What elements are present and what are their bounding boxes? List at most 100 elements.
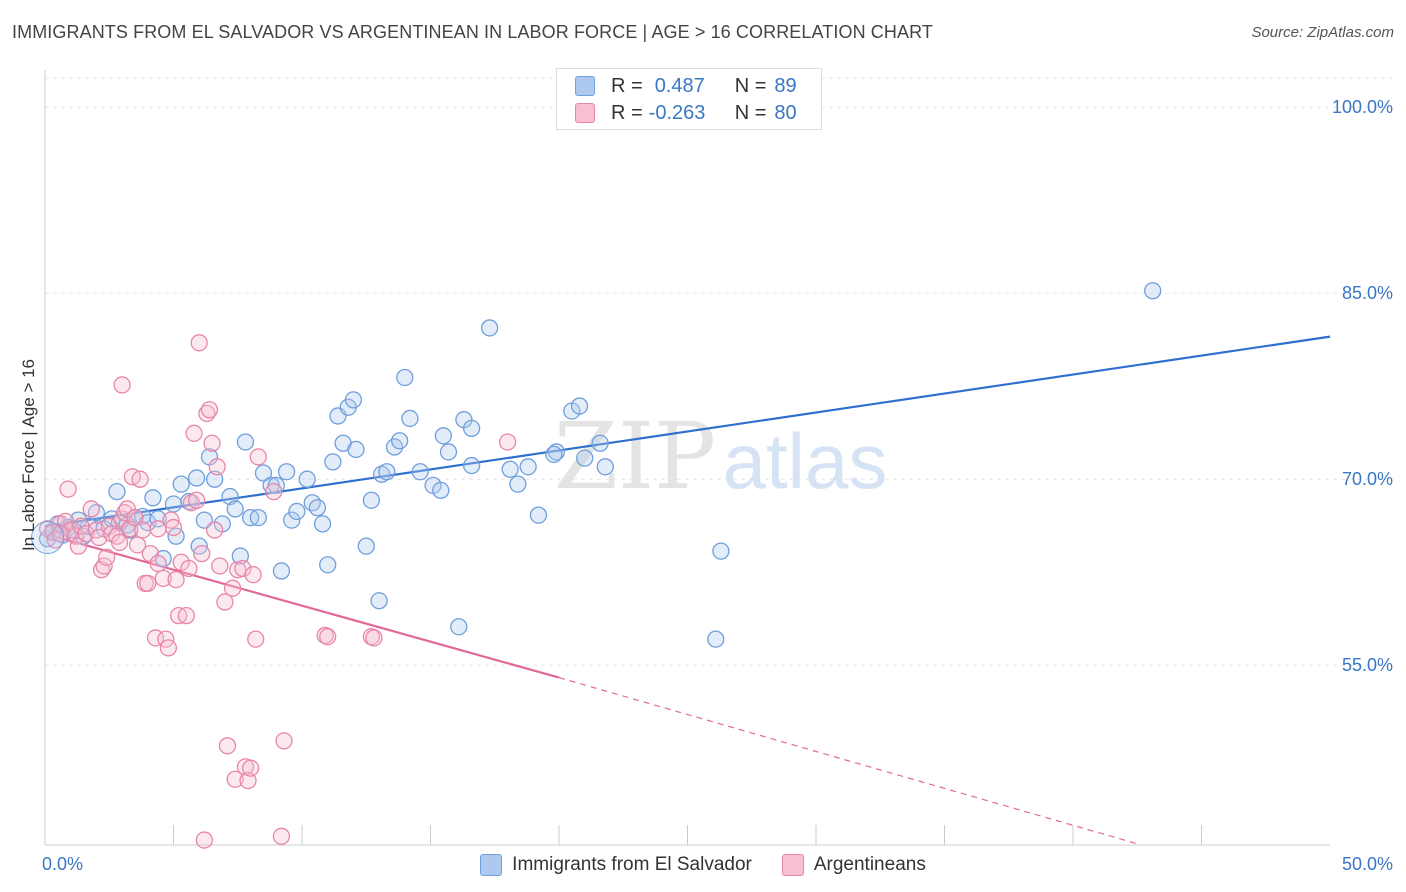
point-argentineans [51, 525, 70, 543]
point-argentineans [193, 544, 211, 563]
point-argentineans [126, 508, 144, 527]
point-argentineans [185, 424, 203, 442]
watermark: ZIP atlas [554, 403, 887, 510]
legend-item-el-salvador: Immigrants from El Salvador [480, 854, 752, 876]
point-argentineans [249, 448, 267, 466]
point-argentineans [110, 533, 129, 552]
legend-r-value: -0.263 [648, 101, 706, 124]
point-argentineans [134, 521, 152, 539]
axes [44, 70, 1330, 846]
point-argentineans [275, 732, 293, 750]
y-tick-label: 70.0% [1342, 469, 1393, 489]
legend-r-label: R = [611, 101, 643, 124]
legend-n-value: 89 [774, 74, 797, 97]
point-argentineans [319, 628, 337, 646]
point-el-salvador [519, 458, 537, 476]
y-axis-label: In Labor Force | Age > 16 [19, 359, 38, 551]
point-el-salvador [480, 319, 499, 337]
point-argentineans [208, 458, 226, 476]
legend-r-value: 0.487 [654, 74, 705, 97]
x-tick-label: 0.0% [42, 854, 83, 874]
point-el-salvador [707, 630, 725, 648]
point-argentineans [69, 537, 88, 555]
point-el-salvador [324, 453, 342, 471]
point-argentineans [131, 470, 149, 488]
point-el-salvador [362, 491, 381, 509]
point-el-salvador [172, 475, 190, 493]
point-el-salvador [357, 537, 375, 555]
point-el-salvador [288, 502, 306, 521]
point-argentineans [244, 566, 262, 584]
point-argentineans [272, 827, 291, 845]
point-argentineans [211, 557, 229, 575]
point-argentineans [247, 630, 265, 648]
legend-row-argentineans: R = -0.263 N = 80 [575, 100, 797, 126]
point-el-salvador [1144, 282, 1162, 300]
point-argentineans [218, 737, 237, 755]
point-el-salvador [347, 440, 365, 459]
legend-swatch-el-salvador [480, 854, 503, 876]
legend-n-label: N = [734, 74, 767, 97]
point-argentineans [190, 334, 208, 352]
point-el-salvador [596, 458, 614, 476]
point-el-salvador [378, 463, 396, 481]
point-el-salvador [187, 469, 206, 487]
point-el-salvador [396, 368, 414, 387]
trend-line-el-salvador [44, 335, 1331, 528]
point-el-salvador [108, 482, 126, 501]
point-argentineans [82, 500, 100, 518]
point-el-salvador [236, 433, 255, 451]
correlation-legend: R = 0.487 N = 89 R = -0.263 N = 80 [556, 68, 822, 130]
point-el-salvador [432, 481, 450, 500]
point-el-salvador [391, 432, 409, 450]
point-argentineans [216, 593, 234, 611]
point-argentineans [177, 606, 196, 625]
point-el-salvador [547, 443, 566, 461]
point-argentineans [90, 528, 108, 547]
point-el-salvador [712, 542, 730, 560]
point-argentineans [164, 518, 183, 537]
point-el-salvador [591, 434, 609, 452]
point-el-salvador [411, 463, 429, 481]
trend-lines [44, 335, 1331, 845]
point-el-salvador [501, 460, 519, 478]
watermark-zip: ZIP [554, 403, 716, 510]
point-el-salvador [226, 500, 244, 518]
point-argentineans [241, 759, 260, 777]
watermark-atlas: atlas [723, 417, 888, 505]
point-argentineans [365, 629, 383, 647]
tick-labels: 55.0% 70.0% 85.0% 100.0% 0.0% 50.0% [42, 97, 1393, 874]
point-el-salvador [308, 499, 327, 517]
point-el-salvador [249, 508, 267, 527]
point-argentineans [200, 401, 219, 419]
point-argentineans [223, 579, 242, 597]
point-el-salvador [434, 427, 453, 445]
trend-line-argentineans [44, 532, 560, 679]
x-tick-label: 50.0% [1342, 854, 1393, 874]
point-argentineans [167, 570, 185, 589]
point-argentineans [149, 554, 167, 573]
legend-n-label: N = [734, 101, 767, 124]
point-cluster [31, 520, 65, 554]
data-points [31, 282, 1162, 849]
chart-title: IMMIGRANTS FROM EL SALVADOR VS ARGENTINE… [12, 22, 933, 42]
point-el-salvador [509, 475, 527, 493]
legend-swatch-el-salvador [575, 76, 595, 96]
point-el-salvador [144, 489, 162, 507]
point-argentineans [226, 770, 244, 788]
point-el-salvador [401, 409, 419, 428]
point-argentineans [121, 520, 139, 538]
point-el-salvador [277, 463, 296, 481]
legend-swatch-argentineans [575, 103, 595, 123]
point-argentineans [187, 491, 206, 509]
point-el-salvador [149, 510, 167, 528]
point-argentineans [205, 521, 224, 539]
point-argentineans [77, 525, 95, 543]
point-el-salvador [344, 391, 363, 409]
point-el-salvador [450, 618, 468, 636]
y-tick-label: 55.0% [1342, 655, 1393, 675]
legend-row-el-salvador: R = 0.487 N = 89 [575, 73, 797, 99]
legend-swatch-argentineans [781, 854, 804, 876]
legend-n-value: 80 [774, 101, 797, 124]
